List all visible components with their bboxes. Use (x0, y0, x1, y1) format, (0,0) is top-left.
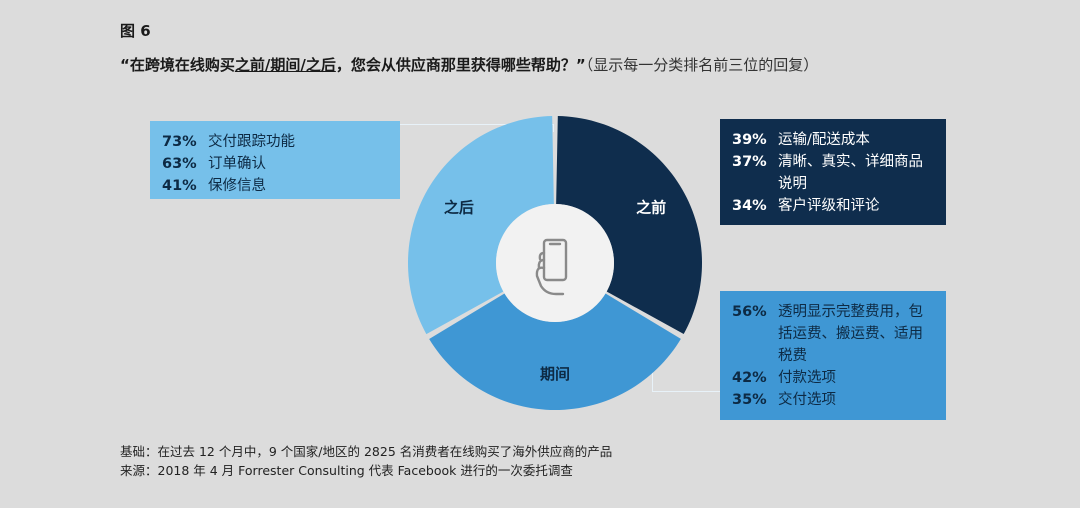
before-item-text: 清晰、真实、详细商品说明 (778, 154, 923, 192)
slice-during (429, 293, 681, 410)
during-item-text: 付款选项 (778, 370, 836, 386)
footer-basis: 基础：在过去 12 个月中，9 个国家/地区的 2825 名消费者在线购买了海外… (120, 444, 613, 459)
after-item-percent: 63% (162, 156, 197, 172)
during-item-text: 透明显示完整费用，包括运费、搬运费、适用税费 (778, 304, 923, 364)
after-item-text: 保修信息 (208, 178, 266, 194)
connector-line-during-tick (652, 391, 720, 392)
donut-center-circle (496, 204, 614, 322)
title-question-open: “在跨境在线购买 (120, 56, 235, 74)
during-item: 42% 付款选项 (732, 367, 934, 389)
after-item: 73% 交付跟踪功能 (162, 131, 388, 153)
label-during: 期间 (540, 365, 570, 383)
label-before: 之前 (636, 198, 666, 216)
figure-label: 图 6 (120, 22, 151, 40)
before-purchase-box: 39% 运输/配送成本 37% 清晰、真实、详细商品说明 34% 客户评级和评论 (720, 119, 946, 225)
after-item-percent: 41% (162, 178, 197, 194)
before-item: 37% 清晰、真实、详细商品说明 (732, 151, 934, 195)
hand-holding-phone-icon (535, 238, 568, 296)
chart-title: “在跨境在线购买之前/期间/之后，您会从供应商那里获得哪些帮助？”（显示每一分类… (120, 54, 818, 75)
during-item: 56% 透明显示完整费用，包括运费、搬运费、适用税费 (732, 301, 934, 367)
footer: 基础：在过去 12 个月中，9 个国家/地区的 2825 名消费者在线购买了海外… (120, 442, 612, 480)
after-item: 41% 保修信息 (162, 175, 388, 197)
during-item-percent: 35% (732, 392, 767, 408)
connector-line-during (652, 370, 653, 392)
during-item-percent: 56% (732, 304, 767, 320)
before-item-percent: 37% (732, 154, 767, 170)
title-note: （显示每一分类排名前三位的回复） (585, 56, 819, 74)
slice-before (556, 116, 702, 335)
label-after: 之后 (444, 199, 474, 217)
title-question-close: ，您会从供应商那里获得哪些帮助？” (335, 56, 586, 74)
before-item-percent: 34% (732, 198, 767, 214)
before-item: 39% 运输/配送成本 (732, 129, 934, 151)
after-item-percent: 73% (162, 134, 197, 150)
before-item-text: 运输/配送成本 (778, 132, 870, 148)
title-question-underlined: 之前/期间/之后 (234, 56, 336, 74)
before-item-text: 客户评级和评论 (778, 198, 880, 214)
during-item-percent: 42% (732, 370, 767, 386)
during-item-text: 交付选项 (778, 392, 836, 408)
connector-line-after-tick (553, 124, 554, 132)
footer-source: 来源：2018 年 4 月 Forrester Consulting 代表 Fa… (120, 463, 573, 478)
connector-line-after (400, 124, 553, 125)
after-item-text: 交付跟踪功能 (208, 134, 295, 150)
after-item-text: 订单确认 (208, 156, 266, 172)
after-purchase-box: 73% 交付跟踪功能 63% 订单确认 41% 保修信息 (150, 121, 400, 199)
donut-slices (408, 116, 702, 410)
after-item: 63% 订单确认 (162, 153, 388, 175)
during-purchase-box: 56% 透明显示完整费用，包括运费、搬运费、适用税费 42% 付款选项 35% 交付选… (720, 291, 946, 420)
before-item: 34% 客户评级和评论 (732, 195, 934, 217)
slice-after (408, 116, 554, 335)
before-item-percent: 39% (732, 132, 767, 148)
during-item: 35% 交付选项 (732, 389, 934, 411)
